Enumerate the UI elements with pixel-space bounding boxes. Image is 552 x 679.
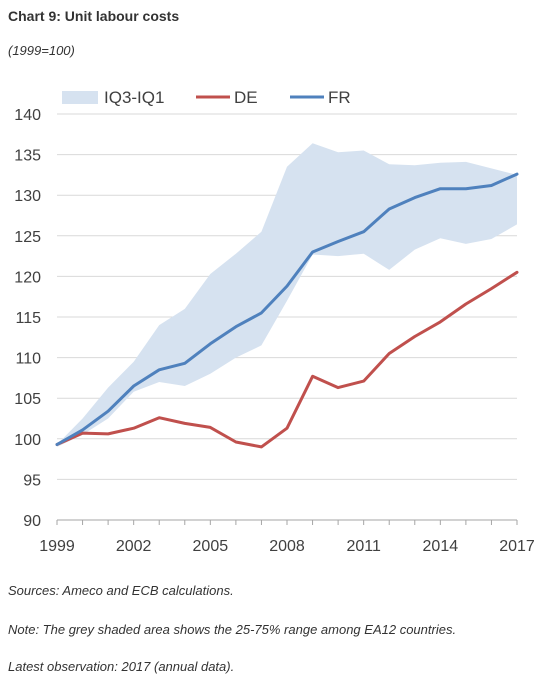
legend-label-band: IQ3-IQ1 [104,88,164,107]
series-line-de [55,270,519,449]
sources-note: Sources: Ameco and ECB calculations. [8,583,234,598]
y-tick-label: 125 [14,229,41,246]
chart-axes: 90 95 100 105 110 115 120 125 130 135 140 1999 2002 2… [14,107,535,555]
latest-observation-note: Latest observation: 2017 (annual data). [8,659,235,674]
y-tick-label: 95 [23,472,41,489]
x-tick-label: 2008 [269,538,305,555]
y-tick-label: 135 [14,148,41,165]
x-tick-label: 2017 [499,538,535,555]
unit-labour-costs-chart: IQ3-IQ1 DE FR 90 95 100 105 110 115 120 125 130 135… [14,88,535,555]
y-tick-label: 120 [14,269,41,286]
chart-subtitle: (1999=100) [8,43,75,58]
y-tick-label: 110 [15,351,41,368]
x-tick-label: 2002 [116,538,152,555]
y-tick-label: 105 [14,391,41,408]
y-tick-label: 130 [14,188,41,205]
iq-band-layer [57,143,517,447]
shaded-area-note: Note: The grey shaded area shows the 25-… [8,622,457,637]
legend-label-fr: FR [328,88,351,107]
x-tick-label: 2014 [423,538,459,555]
y-tick-label: 140 [14,107,41,124]
chart-title: Chart 9: Unit labour costs [8,8,180,24]
y-tick-label: 100 [14,432,41,449]
legend-label-de: DE [234,88,258,107]
series-line-fr [55,172,519,446]
series-lines-layer [55,172,519,449]
legend-swatch-band [62,91,98,104]
iq3-iq1-band [57,143,517,447]
y-tick-label: 90 [23,513,41,530]
chart-legend: IQ3-IQ1 DE FR [62,88,351,107]
x-tick-label: 2011 [346,538,381,555]
x-tick-label: 2005 [193,538,229,555]
y-tick-label: 115 [15,310,41,327]
x-tick-label: 1999 [39,538,75,555]
